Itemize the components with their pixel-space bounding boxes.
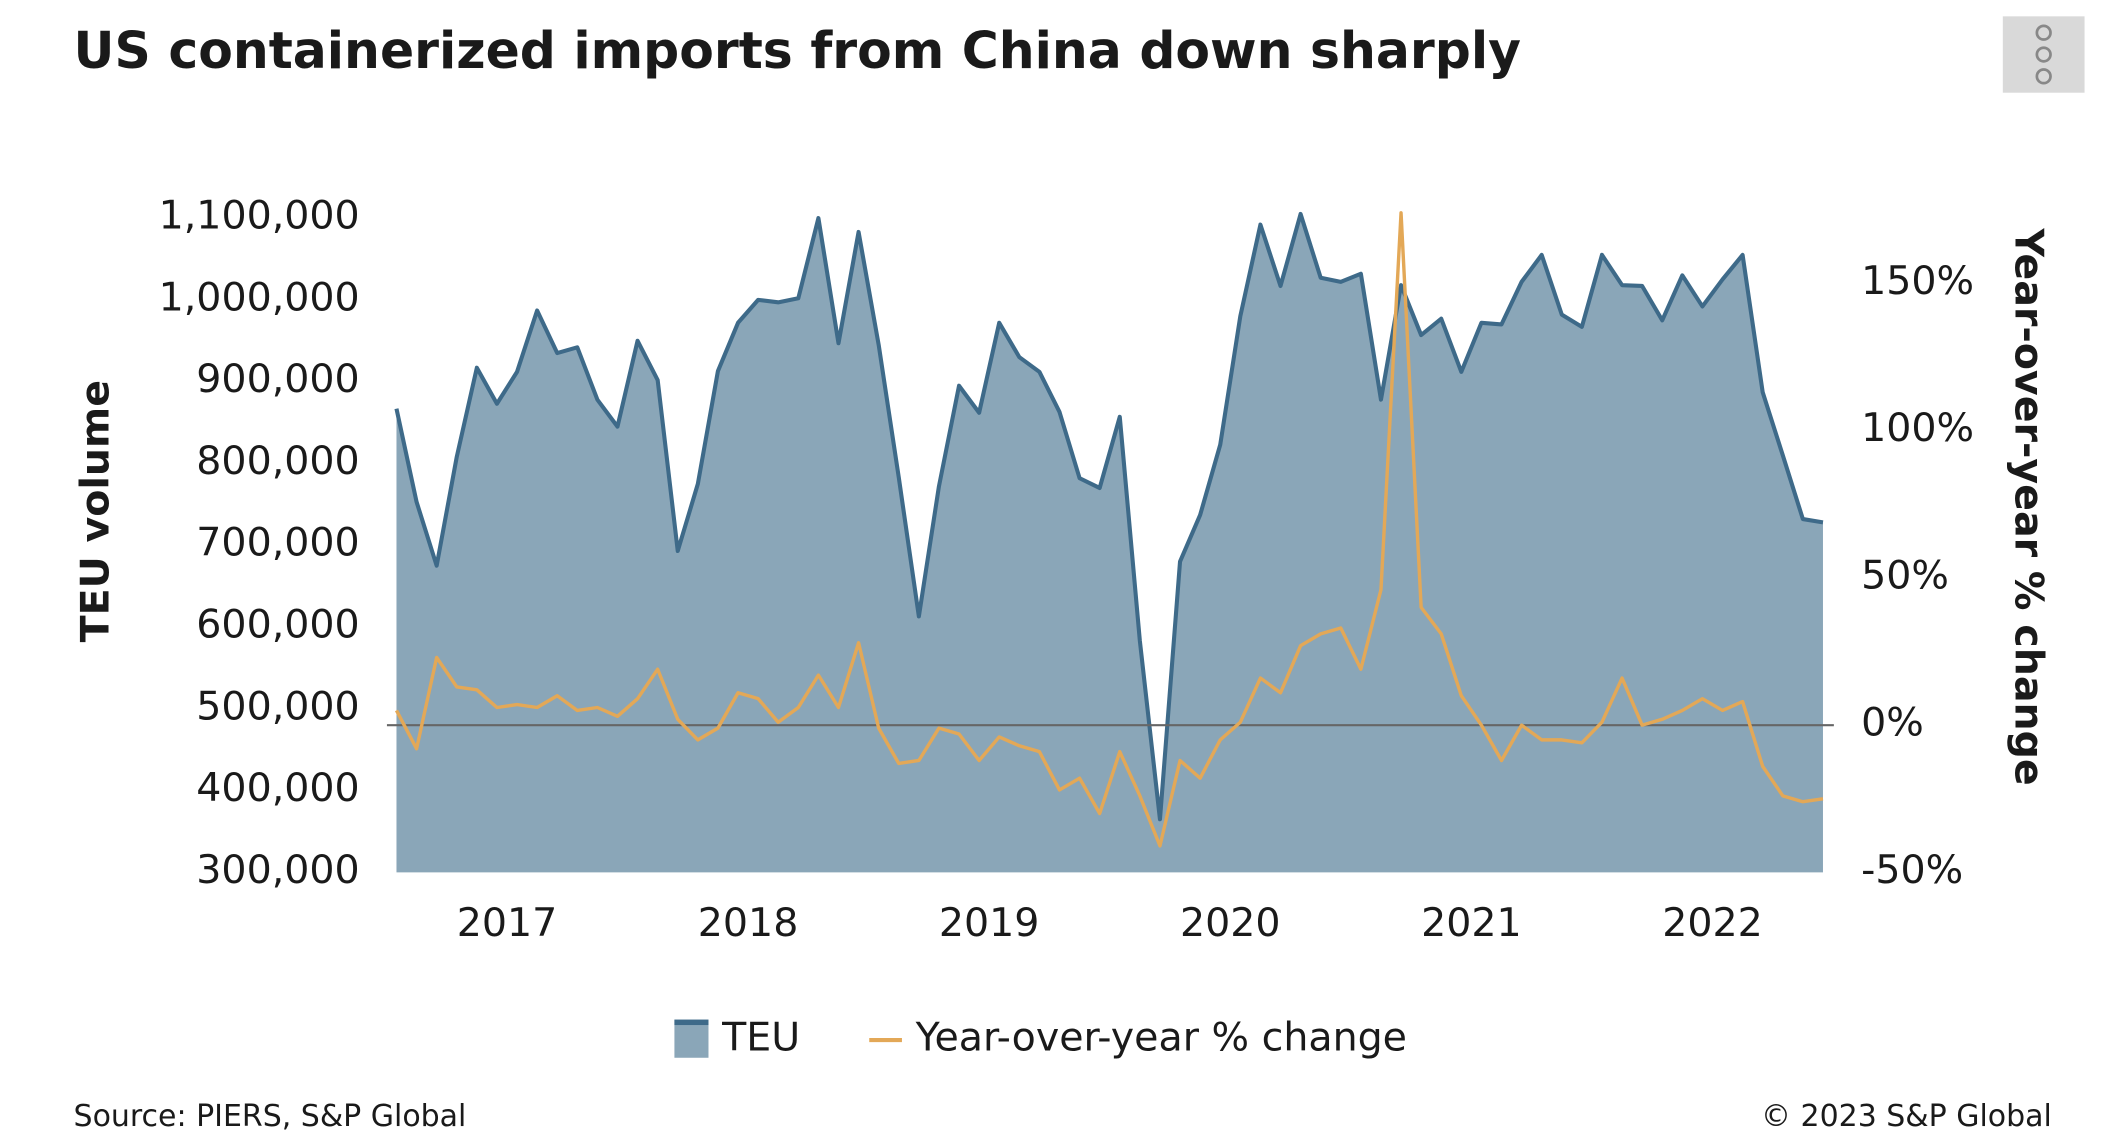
menu-button[interactable] <box>2002 16 2085 93</box>
y-tick-label: 600,000 <box>196 602 359 648</box>
legend-swatch-top <box>674 1019 709 1026</box>
chart-title: US containerized imports from China down… <box>74 21 1521 80</box>
teu-area <box>396 214 1823 873</box>
legend-swatch <box>674 1019 709 1058</box>
y-axis-label: TEU volume <box>73 380 119 642</box>
yoy-line <box>394 211 1824 848</box>
y2-axis-label: Year-over-year % change <box>2005 227 2051 785</box>
menu-dot <box>2035 24 2052 41</box>
y2-tick-label: 100% <box>1861 405 1974 451</box>
y2-tick-label: -50% <box>1861 847 1963 893</box>
x-tick-label: 2017 <box>457 900 558 946</box>
y-tick-label: 400,000 <box>196 765 359 811</box>
x-tick-label: 2020 <box>1180 900 1281 946</box>
x-tick-label: 2022 <box>1662 900 1763 946</box>
y2-tick-label: 0% <box>1861 700 1924 746</box>
legend-label: Year-over-year % change <box>915 1015 1407 1061</box>
legend-label: TEU <box>721 1015 800 1061</box>
y-tick-label: 1,100,000 <box>159 193 360 239</box>
y2-tick-label: 50% <box>1861 552 1949 598</box>
y-tick-label: 1,000,000 <box>159 274 360 320</box>
y-tick-label: 900,000 <box>196 356 359 402</box>
teu-line <box>394 211 1824 822</box>
y2-tick-label: 150% <box>1861 258 1974 304</box>
y-tick-label: 500,000 <box>196 683 359 729</box>
source-note: Source: PIERS, S&P Global <box>74 1099 467 1134</box>
y-tick-label: 800,000 <box>196 438 359 484</box>
menu-dot <box>2035 68 2052 85</box>
y-tick-label: 700,000 <box>196 520 359 566</box>
x-tick-label: 2018 <box>698 900 799 946</box>
copyright: © 2023 S&P Global <box>1761 1099 2052 1134</box>
y-tick-label: 300,000 <box>196 847 359 893</box>
x-tick-label: 2019 <box>939 900 1040 946</box>
menu-dot <box>2035 46 2052 63</box>
x-tick-label: 2021 <box>1421 900 1522 946</box>
